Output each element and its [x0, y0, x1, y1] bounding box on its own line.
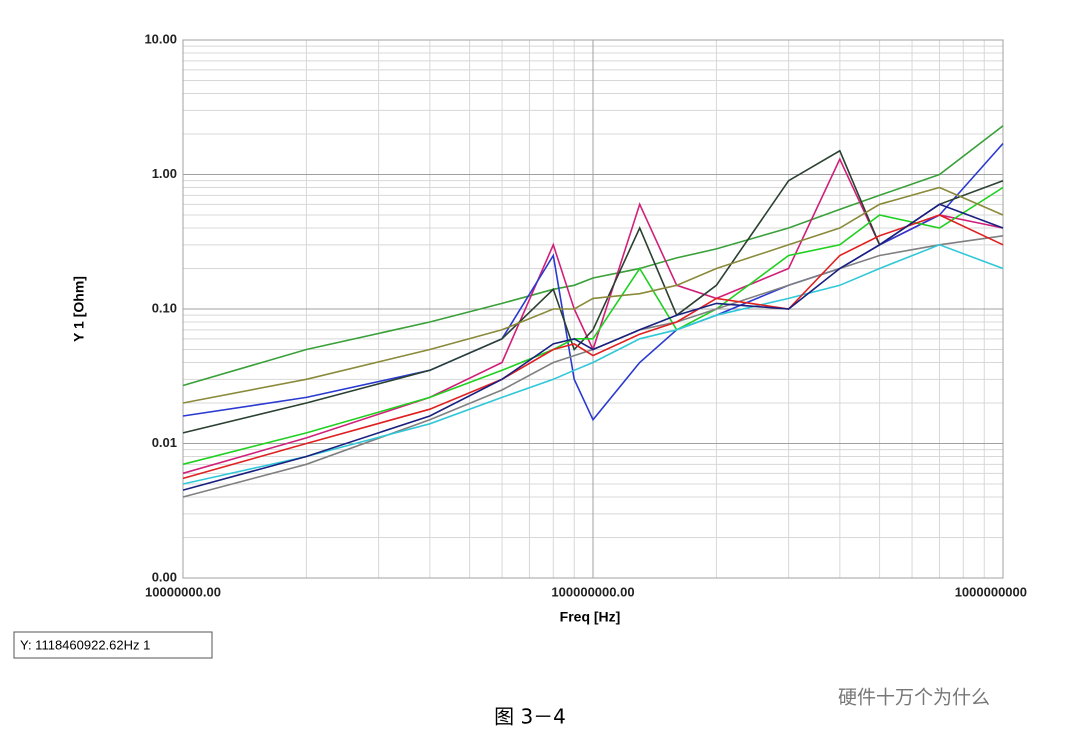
y-tick-label: 0.00	[152, 569, 177, 584]
data-line	[182, 203, 1004, 491]
data-line	[182, 186, 1004, 466]
data-line	[182, 243, 1004, 485]
data-line	[182, 214, 1004, 480]
y-axis-label: Y 1 [Ohm]	[71, 276, 87, 342]
y-tick-label: 0.10	[152, 300, 177, 315]
y-tick-label: 1.00	[152, 166, 177, 181]
caption: 图 3－4	[494, 705, 566, 729]
y-tick-label: 10.00	[144, 31, 177, 46]
watermark: 硬件十万个为什么	[838, 687, 990, 709]
x-axis-label: Freq [Hz]	[560, 609, 621, 625]
x-tick-label: 100000000.00	[551, 584, 634, 599]
marker-box	[13, 631, 213, 659]
data-line	[182, 186, 1004, 404]
x-tick-label: 10000000.00	[145, 584, 221, 599]
y-tick-label: 0.01	[152, 435, 177, 450]
data-line	[182, 157, 1004, 475]
x-tick-label: 1000000000	[955, 584, 1027, 599]
marker-readout: Y: 1118460922.62Hz 1	[20, 637, 150, 652]
data-line	[182, 149, 1004, 434]
